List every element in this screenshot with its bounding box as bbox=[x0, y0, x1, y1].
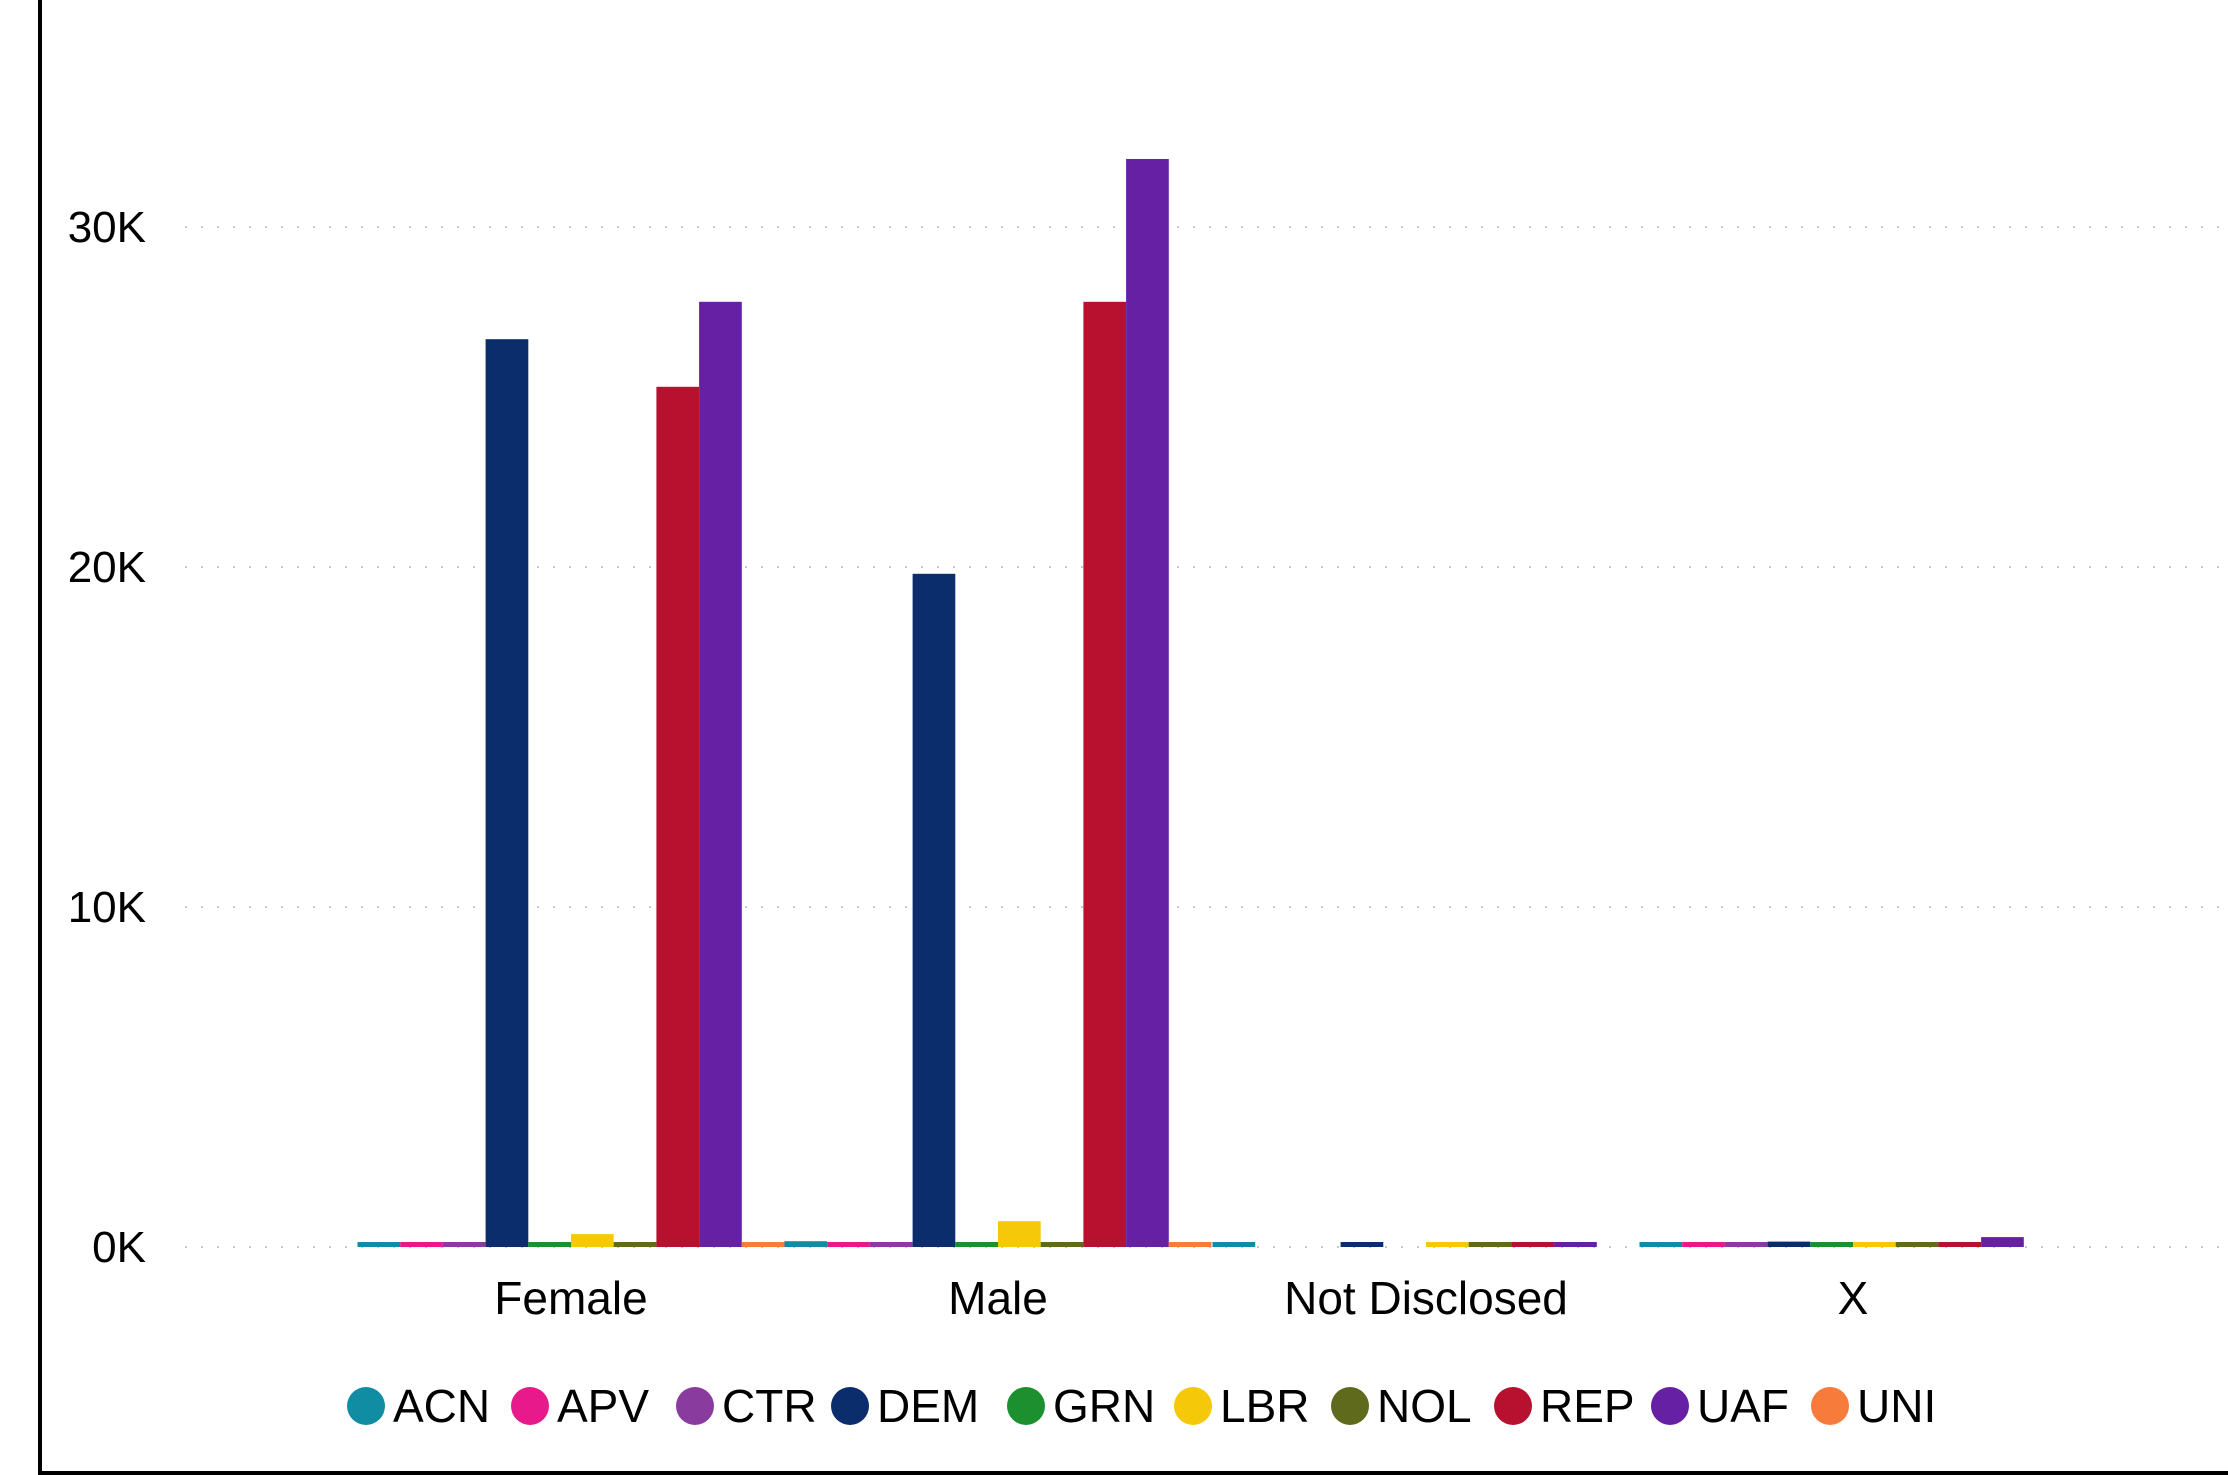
bar-rep-x[interactable] bbox=[1938, 1242, 1982, 1247]
bar-lbr-male[interactable] bbox=[998, 1221, 1041, 1247]
bar-nol-x[interactable] bbox=[1895, 1242, 1939, 1247]
bar-uaf-female[interactable] bbox=[699, 301, 742, 1247]
legend-label-uni[interactable]: UNI bbox=[1857, 1380, 1936, 1432]
legend-label-acn[interactable]: ACN bbox=[393, 1380, 490, 1432]
bar-rep-male[interactable] bbox=[1083, 301, 1127, 1247]
bar-ctr-female[interactable] bbox=[442, 1242, 486, 1247]
legend-marker-ctr[interactable] bbox=[676, 1387, 714, 1425]
bar-apv-female[interactable] bbox=[400, 1242, 443, 1247]
bar-apv-x[interactable] bbox=[1682, 1242, 1725, 1247]
y-tick-label: 10K bbox=[68, 883, 146, 932]
bar-apv-male[interactable] bbox=[827, 1242, 870, 1247]
legend-label-lbr[interactable]: LBR bbox=[1220, 1380, 1309, 1432]
bars bbox=[357, 159, 2024, 1247]
y-tick-label: 30K bbox=[68, 203, 146, 252]
bar-nol-female[interactable] bbox=[613, 1242, 657, 1247]
legend-marker-lbr[interactable] bbox=[1174, 1387, 1212, 1425]
x-axis-categories: Female Male Not Disclosed X bbox=[494, 1272, 1868, 1324]
x-category-label: X bbox=[1838, 1272, 1869, 1324]
legend-label-uaf[interactable]: UAF bbox=[1697, 1380, 1789, 1432]
legend-label-nol[interactable]: NOL bbox=[1377, 1380, 1472, 1432]
legend-marker-grn[interactable] bbox=[1007, 1387, 1045, 1425]
bar-lbr-x[interactable] bbox=[1853, 1242, 1896, 1247]
bar-ctr-x[interactable] bbox=[1724, 1242, 1768, 1247]
bar-dem-male[interactable] bbox=[912, 573, 956, 1247]
bar-acn-female[interactable] bbox=[357, 1242, 401, 1247]
x-category-label: Male bbox=[948, 1272, 1048, 1324]
bar-uni-male[interactable] bbox=[1168, 1242, 1212, 1247]
x-category-label: Female bbox=[494, 1272, 647, 1324]
legend-label-dem[interactable]: DEM bbox=[877, 1380, 979, 1432]
bar-dem-not-disclosed[interactable] bbox=[1340, 1242, 1384, 1247]
bar-uni-female[interactable] bbox=[741, 1242, 785, 1247]
bar-dem-x[interactable] bbox=[1767, 1241, 1811, 1247]
legend-label-ctr[interactable]: CTR bbox=[722, 1380, 817, 1432]
legend-marker-apv[interactable] bbox=[511, 1387, 549, 1425]
legend-marker-acn[interactable] bbox=[347, 1387, 385, 1425]
x-category-label: Not Disclosed bbox=[1284, 1272, 1568, 1324]
legend-marker-uni[interactable] bbox=[1811, 1387, 1849, 1425]
bar-dem-female[interactable] bbox=[485, 339, 529, 1247]
legend-label-rep[interactable]: REP bbox=[1540, 1380, 1635, 1432]
bar-acn-male[interactable] bbox=[784, 1241, 828, 1247]
bar-nol-not-disclosed[interactable] bbox=[1468, 1242, 1512, 1247]
bar-ctr-male[interactable] bbox=[869, 1242, 913, 1247]
legend-marker-uaf[interactable] bbox=[1651, 1387, 1689, 1425]
bar-acn-not-disclosed[interactable] bbox=[1212, 1242, 1256, 1247]
bar-rep-not-disclosed[interactable] bbox=[1511, 1242, 1555, 1247]
bar-uaf-not-disclosed[interactable] bbox=[1554, 1242, 1597, 1247]
legend-label-grn[interactable]: GRN bbox=[1053, 1380, 1155, 1432]
legend: ACN APV CTR DEM GRN LBR NOL REP UAF UNI bbox=[347, 1380, 1936, 1432]
legend-marker-rep[interactable] bbox=[1494, 1387, 1532, 1425]
bar-rep-female[interactable] bbox=[656, 386, 700, 1247]
y-tick-label: 0K bbox=[92, 1223, 146, 1272]
bar-uaf-male[interactable] bbox=[1126, 159, 1169, 1247]
y-tick-label: 20K bbox=[68, 543, 146, 592]
bar-uaf-x[interactable] bbox=[1981, 1237, 2024, 1247]
bar-grn-x[interactable] bbox=[1810, 1242, 1853, 1247]
bar-nol-male[interactable] bbox=[1040, 1242, 1084, 1247]
bar-grn-female[interactable] bbox=[528, 1242, 571, 1247]
bar-lbr-female[interactable] bbox=[571, 1234, 614, 1247]
y-axis-ticks: 0K 10K 20K 30K bbox=[68, 203, 146, 1272]
bar-lbr-not-disclosed[interactable] bbox=[1426, 1242, 1469, 1247]
bar-acn-x[interactable] bbox=[1639, 1242, 1683, 1247]
bar-grn-male[interactable] bbox=[955, 1242, 998, 1247]
legend-marker-nol[interactable] bbox=[1331, 1387, 1369, 1425]
legend-label-apv[interactable]: APV bbox=[557, 1380, 649, 1432]
legend-marker-dem[interactable] bbox=[831, 1387, 869, 1425]
